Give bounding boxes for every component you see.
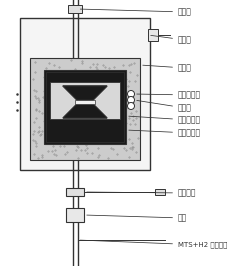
Circle shape [128, 102, 134, 110]
Text: 石墨感应器: 石墨感应器 [137, 90, 201, 99]
Text: 感应圈: 感应圈 [137, 101, 192, 113]
Bar [50, 82, 120, 119]
Text: 模子和基底: 模子和基底 [129, 115, 201, 124]
Bar [68, 5, 82, 13]
Polygon shape [63, 104, 107, 118]
Text: 石英反应室: 石英反应室 [129, 128, 201, 138]
Bar [66, 208, 84, 222]
Text: MTS+H2 的引入管: MTS+H2 的引入管 [80, 240, 228, 248]
Bar [155, 189, 165, 195]
Circle shape [128, 97, 134, 103]
Circle shape [128, 90, 134, 98]
Bar [66, 188, 84, 196]
Bar [148, 29, 158, 41]
Text: 热电偶: 热电偶 [151, 35, 192, 44]
Bar [44, 70, 126, 144]
Bar [20, 18, 150, 170]
Text: 出气管: 出气管 [80, 7, 192, 16]
Polygon shape [63, 86, 107, 100]
Text: 隔热层: 隔热层 [143, 64, 192, 73]
Text: 推杆: 推杆 [87, 214, 187, 222]
Text: 氮气入口: 氮气入口 [87, 189, 196, 197]
Bar [75, 100, 95, 104]
Bar [46, 72, 124, 142]
Bar [30, 58, 140, 160]
